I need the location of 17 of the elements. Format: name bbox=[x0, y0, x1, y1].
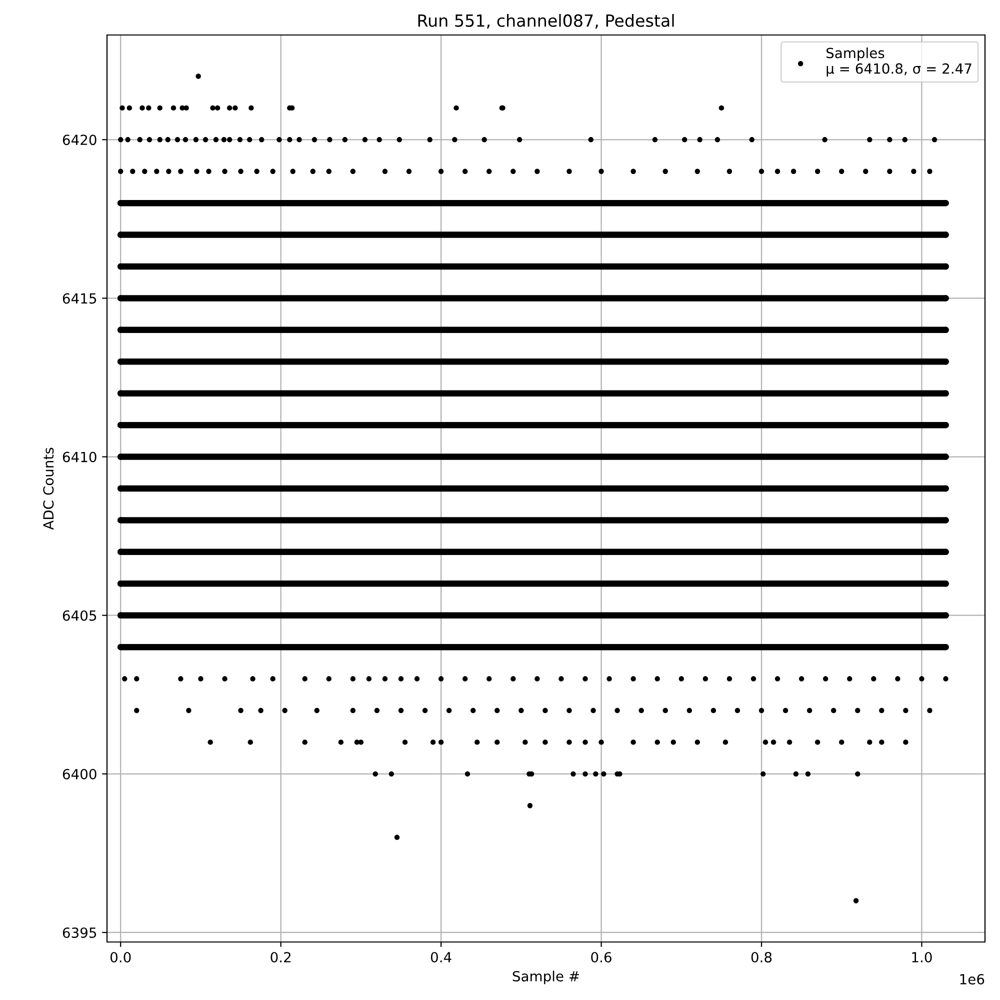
y-tick-label: 6410 bbox=[62, 452, 96, 462]
y-tick-label: 6395 bbox=[62, 927, 96, 938]
x-tick-label: 0.8 bbox=[751, 952, 772, 962]
y-tick-label: 6415 bbox=[62, 293, 96, 304]
x-tick-label: 1.0 bbox=[912, 952, 932, 962]
x-tick-label: 0.4 bbox=[430, 952, 452, 962]
legend-label: Samples μ = 6410.8, σ = 2.47 bbox=[826, 48, 972, 76]
text: 1e6 bbox=[960, 974, 984, 984]
y-tick-label: 6400 bbox=[62, 768, 96, 780]
y-tick-label: 6405 bbox=[62, 610, 96, 621]
x-axis-title: Sample # bbox=[512, 970, 579, 984]
x-tick-label: 0.2 bbox=[270, 952, 290, 962]
y-tick-label: 6420 bbox=[62, 134, 96, 146]
y-axis-title: ADC Counts bbox=[43, 448, 54, 530]
x-tick-label: 0.0 bbox=[110, 952, 131, 962]
x-tick-label: 0.6 bbox=[591, 952, 612, 962]
chart-title: Run 551, channel087, Pedestal bbox=[418, 14, 674, 29]
